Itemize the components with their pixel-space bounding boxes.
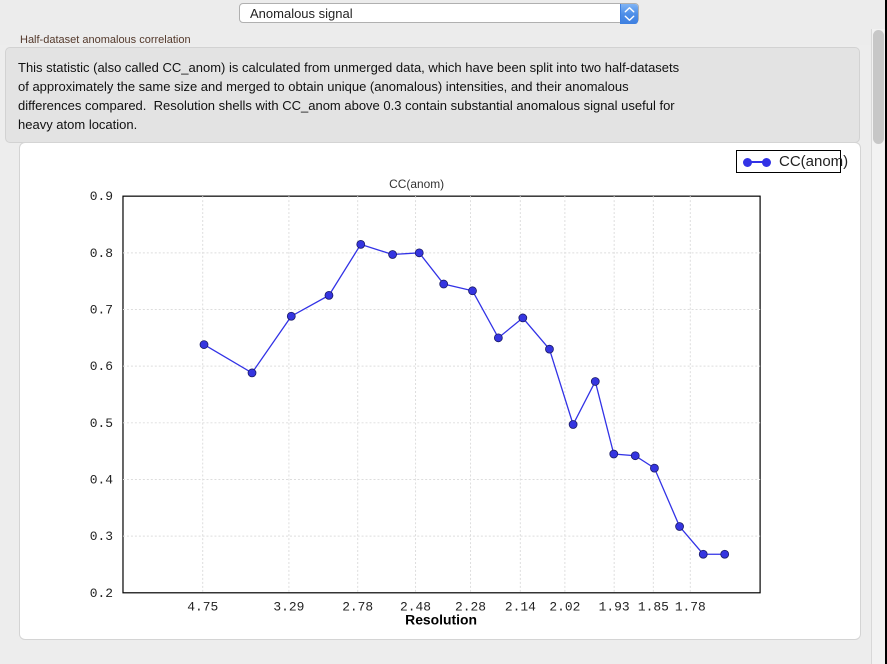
svg-text:CC(anom): CC(anom) (389, 177, 444, 191)
svg-text:0.7: 0.7 (90, 302, 113, 317)
svg-text:4.75: 4.75 (187, 600, 218, 615)
svg-text:0.2: 0.2 (90, 586, 113, 601)
svg-text:0.4: 0.4 (90, 472, 113, 487)
svg-text:2.02: 2.02 (549, 600, 580, 615)
svg-text:1.93: 1.93 (599, 600, 630, 615)
svg-text:Resolution: Resolution (405, 612, 477, 628)
svg-text:1.85: 1.85 (638, 600, 669, 615)
svg-text:0.3: 0.3 (90, 529, 113, 544)
svg-text:2.78: 2.78 (342, 600, 373, 615)
svg-text:0.6: 0.6 (90, 359, 113, 374)
svg-text:2.14: 2.14 (505, 600, 536, 615)
svg-text:3.29: 3.29 (273, 600, 304, 615)
svg-text:1.78: 1.78 (675, 600, 706, 615)
svg-text:0.9: 0.9 (90, 189, 113, 204)
svg-text:0.8: 0.8 (90, 246, 113, 261)
svg-text:0.5: 0.5 (90, 416, 113, 431)
